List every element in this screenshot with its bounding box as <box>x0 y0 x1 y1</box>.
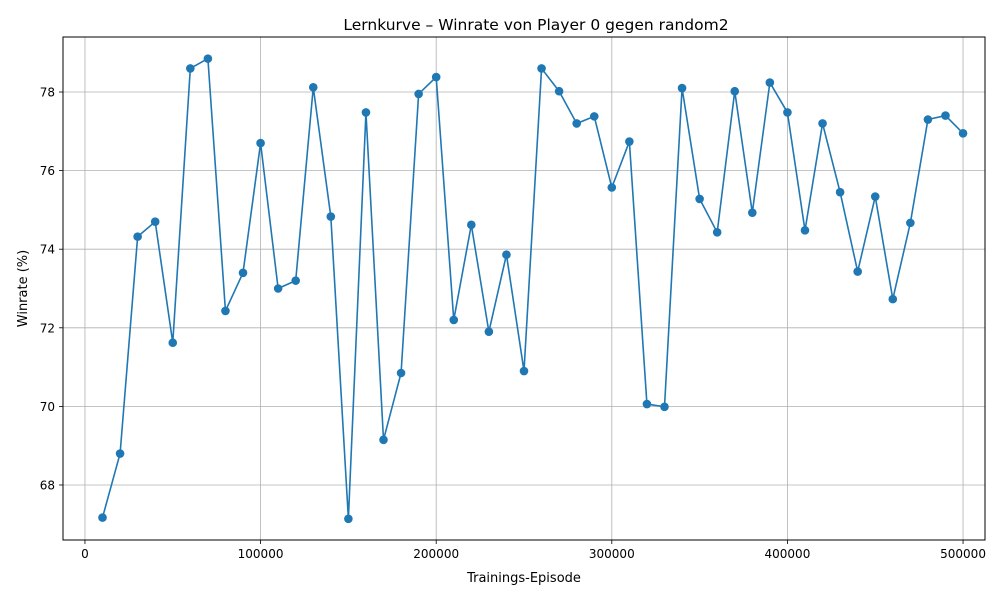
data-point <box>607 183 617 192</box>
data-point <box>818 119 827 128</box>
data-point <box>221 306 230 316</box>
x-tick-label: 200000 <box>413 547 459 561</box>
data-point <box>98 513 107 522</box>
y-axis: 68 70 72 74 76 78 <box>40 86 63 492</box>
series-0 <box>98 54 968 524</box>
data-point <box>712 228 722 237</box>
data-point <box>238 268 248 278</box>
data-point <box>273 284 283 293</box>
data-point <box>449 315 459 325</box>
y-tick-label: 68 <box>40 478 55 492</box>
data-point <box>467 220 476 230</box>
data-point <box>589 112 599 121</box>
data-point <box>115 449 125 458</box>
data-point <box>484 327 494 337</box>
data-point <box>203 54 213 63</box>
data-point <box>660 402 669 412</box>
data-point <box>326 212 336 221</box>
y-tick-label: 72 <box>40 321 55 335</box>
chart-title: Lernkurve – Winrate von Player 0 gegen r… <box>343 16 728 34</box>
data-point <box>414 89 423 99</box>
y-tick-label: 74 <box>40 243 55 257</box>
data-point <box>396 368 406 378</box>
data-point <box>888 294 898 304</box>
grid <box>63 37 985 540</box>
data-point <box>748 208 757 217</box>
data-point <box>431 72 441 82</box>
data-point <box>537 64 546 73</box>
data-point <box>835 187 845 197</box>
data-point <box>906 218 915 228</box>
x-tick-label: 400000 <box>765 547 811 561</box>
plot-frame <box>62 36 986 541</box>
x-axis: 0 100000 200000 300000 400000 500000 <box>81 540 986 561</box>
data-point <box>870 192 880 201</box>
data-point <box>853 267 862 276</box>
data-point <box>730 86 740 96</box>
x-tick-label: 100000 <box>238 547 284 561</box>
data-point <box>308 83 318 92</box>
data-point <box>150 217 160 226</box>
data-point <box>133 232 142 241</box>
y-tick-label: 76 <box>40 164 55 178</box>
data-point <box>765 78 775 87</box>
data-point <box>291 276 300 285</box>
data-point <box>379 435 388 445</box>
data-point <box>923 115 933 124</box>
x-tick-label: 500000 <box>940 547 986 561</box>
data-point <box>642 399 652 409</box>
data-point <box>677 83 687 93</box>
y-tick-label: 70 <box>40 400 55 414</box>
y-tick-label: 78 <box>40 86 55 100</box>
data-point <box>186 64 195 73</box>
data-point <box>941 111 950 120</box>
data-point <box>572 119 581 128</box>
data-point <box>783 108 792 117</box>
data-point <box>361 108 371 117</box>
series-line <box>101 57 964 520</box>
x-tick-label: 0 <box>81 547 89 561</box>
data-point <box>958 128 968 138</box>
data-point <box>800 226 810 235</box>
data-point <box>256 138 265 148</box>
x-tick-label: 300000 <box>589 547 635 561</box>
y-axis-label: Winrate (%) <box>16 250 31 327</box>
data-point <box>625 137 634 146</box>
data-point <box>344 514 353 524</box>
data-point <box>168 338 178 348</box>
data-point <box>554 86 564 96</box>
data-point <box>695 194 704 204</box>
data-point <box>519 366 529 376</box>
x-axis-label: Trainings-Episode <box>466 571 581 586</box>
data-point <box>502 250 511 260</box>
